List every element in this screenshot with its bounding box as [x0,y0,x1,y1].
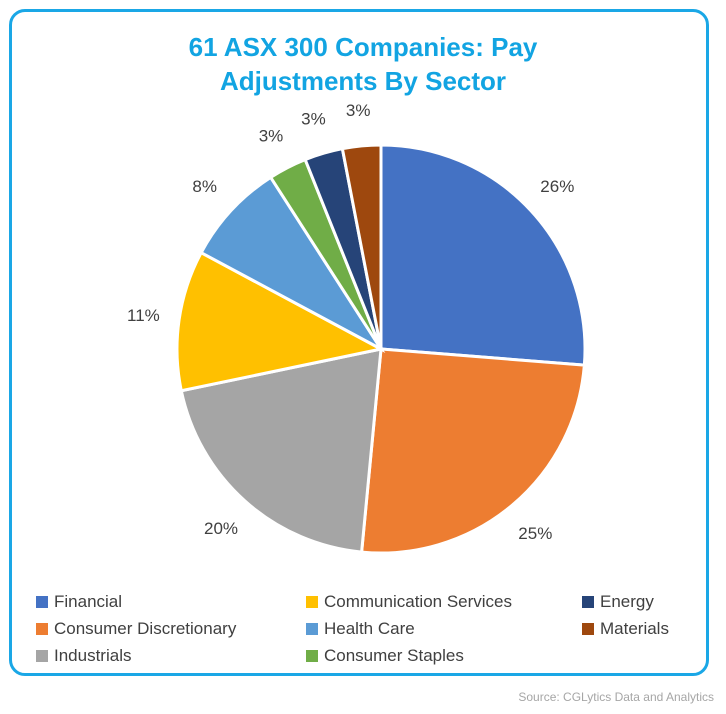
legend-label-consumer-staples: Consumer Staples [324,646,464,665]
legend-label-consumer-discretionary: Consumer Discretionary [54,619,237,638]
pie-label-financial: 26% [540,177,574,196]
legend-label-industrials: Industrials [54,646,132,665]
legend-item-industrials: Industrials [36,646,131,666]
legend-swatch-consumer-staples [306,650,318,662]
pie-slice-consumer-discretionary [359,347,586,555]
legend-item-financial: Financial [36,592,122,612]
pie-slice-materials [340,143,383,350]
legend-item-communication-services: Communication Services [306,592,512,612]
pie-label-materials: 3% [346,101,371,120]
chart-title-line-1: 61 ASX 300 Companies: Pay [188,32,538,62]
legend-label-energy: Energy [600,592,654,611]
legend-swatch-financial [36,596,48,608]
pie-label-energy: 3% [301,110,326,129]
legend-item-health-care: Health Care [306,619,415,639]
pie-slice-health-care [199,175,386,354]
chart-title: 61 ASX 300 Companies: Pay Adjustments By… [0,30,726,98]
legend-swatch-energy [582,596,594,608]
pie-label-consumer-staples: 3% [259,127,284,146]
pie-slice-financial [379,143,587,367]
legend-label-financial: Financial [54,592,123,611]
pie-label-consumer-discretionary: 25% [518,524,552,543]
legend-label-materials: Materials [600,619,669,638]
legend-item-consumer-staples: Consumer Staples [306,646,464,666]
pie-label-industrials: 20% [204,519,238,538]
pie-slice-industrials [179,347,383,554]
legend-swatch-consumer-discretionary [36,623,48,635]
pie-label-communication-services: 11% [127,306,160,325]
legend-swatch-communication-services [306,596,318,608]
legend-swatch-materials [582,623,594,635]
legend-item-materials: Materials [582,619,669,639]
pie-slice-communication-services [175,250,386,393]
legend-label-communication-services: Communication Services [324,592,513,611]
legend-item-consumer-discretionary: Consumer Discretionary [36,619,236,639]
pie-slices [175,143,587,555]
legend-swatch-industrials [36,650,48,662]
pie-labels: 26% 25% 20% 11% 8% 3% 3% 3% [127,101,574,543]
legend-swatch-health-care [306,623,318,635]
legend-item-energy: Energy [582,592,654,612]
source-note: Source: CGLytics Data and Analytics [518,690,714,704]
legend-label-health-care: Health Care [324,619,415,638]
pie-label-health-care: 8% [192,177,217,196]
chart-title-line-2: Adjustments By Sector [219,66,507,96]
